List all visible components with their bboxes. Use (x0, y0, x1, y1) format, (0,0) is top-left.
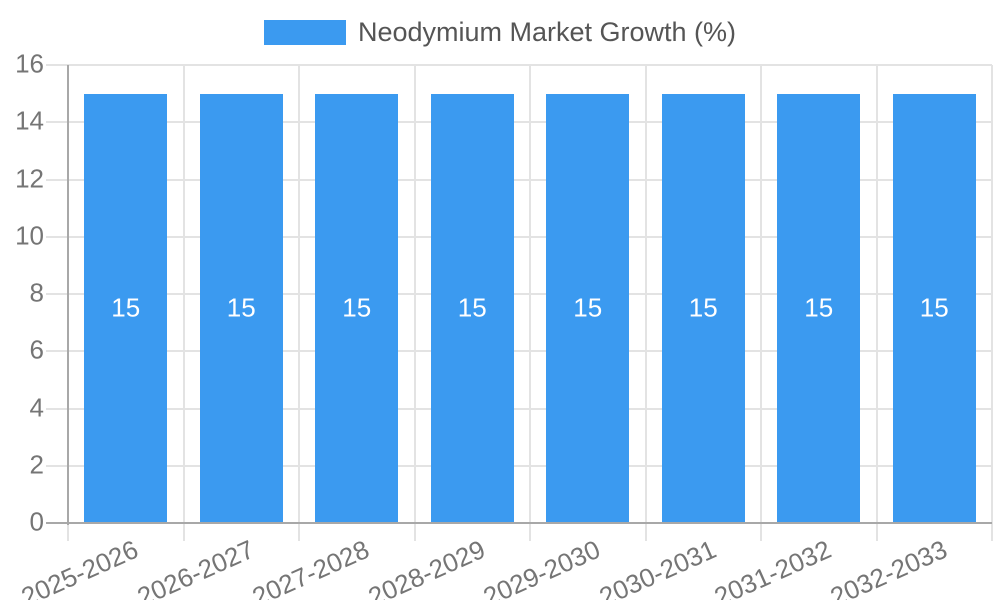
x-axis-tick (413, 523, 416, 541)
bar-value-label: 15 (688, 292, 718, 323)
bar-value-label: 15 (457, 292, 487, 323)
x-tick-label: 2028-2029 (363, 534, 490, 600)
bar[interactable] (892, 93, 976, 522)
bar-value-label: 15 (111, 292, 141, 323)
x-tick-label: 2031-2032 (710, 534, 836, 600)
y-tick-label: 2 (29, 449, 44, 480)
x-axis-tick (298, 523, 300, 541)
x-tick-label: 2032-2033 (825, 534, 952, 600)
x-axis-tick (182, 523, 185, 541)
x-axis-tick (875, 523, 878, 541)
bar[interactable] (84, 93, 168, 522)
y-tick-label: 0 (29, 506, 44, 537)
bar-value-label: 15 (804, 292, 834, 323)
bar-value-label: 15 (342, 292, 372, 323)
bar[interactable] (777, 93, 861, 522)
bar[interactable] (315, 93, 399, 522)
y-axis-tick (46, 464, 68, 467)
bar[interactable] (661, 93, 745, 522)
y-axis-tick (46, 350, 68, 353)
bar-value-label: 15 (226, 292, 256, 323)
x-axis-tick (67, 523, 69, 541)
x-axis-line (46, 522, 992, 524)
y-tick-label: 8 (29, 277, 44, 308)
y-axis-tick (46, 407, 68, 410)
x-tick-label: 2029-2030 (479, 534, 605, 600)
y-axis-tick (46, 293, 68, 295)
gridline-vertical (644, 65, 647, 523)
bar-value-label: 15 (573, 292, 603, 323)
y-tick-label: 10 (15, 220, 44, 251)
gridline-vertical (875, 65, 878, 523)
bar[interactable] (430, 93, 514, 522)
y-axis-line (67, 65, 69, 525)
y-tick-label: 16 (15, 48, 44, 79)
legend: Neodymium Market Growth (%) (0, 15, 1000, 49)
bar[interactable] (199, 93, 283, 522)
x-tick-label: 2026-2027 (132, 534, 259, 600)
gridline-vertical (413, 65, 416, 523)
y-axis-tick (46, 178, 68, 181)
gridline-vertical (991, 65, 993, 523)
gridline-vertical (529, 65, 531, 523)
y-axis-tick (46, 121, 68, 124)
bar[interactable] (546, 93, 630, 522)
gridline-vertical (182, 65, 185, 523)
x-axis-tick (529, 523, 531, 541)
legend-label[interactable]: Neodymium Market Growth (%) (357, 16, 737, 47)
x-tick-label: 2027-2028 (248, 534, 374, 600)
x-axis-tick (760, 523, 762, 541)
gridline-vertical (760, 65, 762, 523)
y-axis-tick (46, 235, 68, 238)
y-tick-label: 6 (29, 334, 44, 365)
y-tick-label: 14 (15, 105, 44, 136)
x-tick-label: 2025-2026 (17, 534, 143, 600)
x-axis-tick (991, 523, 993, 541)
bar-value-label: 15 (919, 292, 949, 323)
x-tick-label: 2030-2031 (594, 534, 721, 600)
legend-swatch[interactable] (263, 19, 346, 45)
y-tick-label: 12 (15, 162, 44, 193)
x-axis-tick (644, 523, 647, 541)
y-tick-label: 4 (29, 391, 44, 422)
gridline-vertical (298, 65, 300, 523)
y-axis-tick (46, 64, 68, 66)
